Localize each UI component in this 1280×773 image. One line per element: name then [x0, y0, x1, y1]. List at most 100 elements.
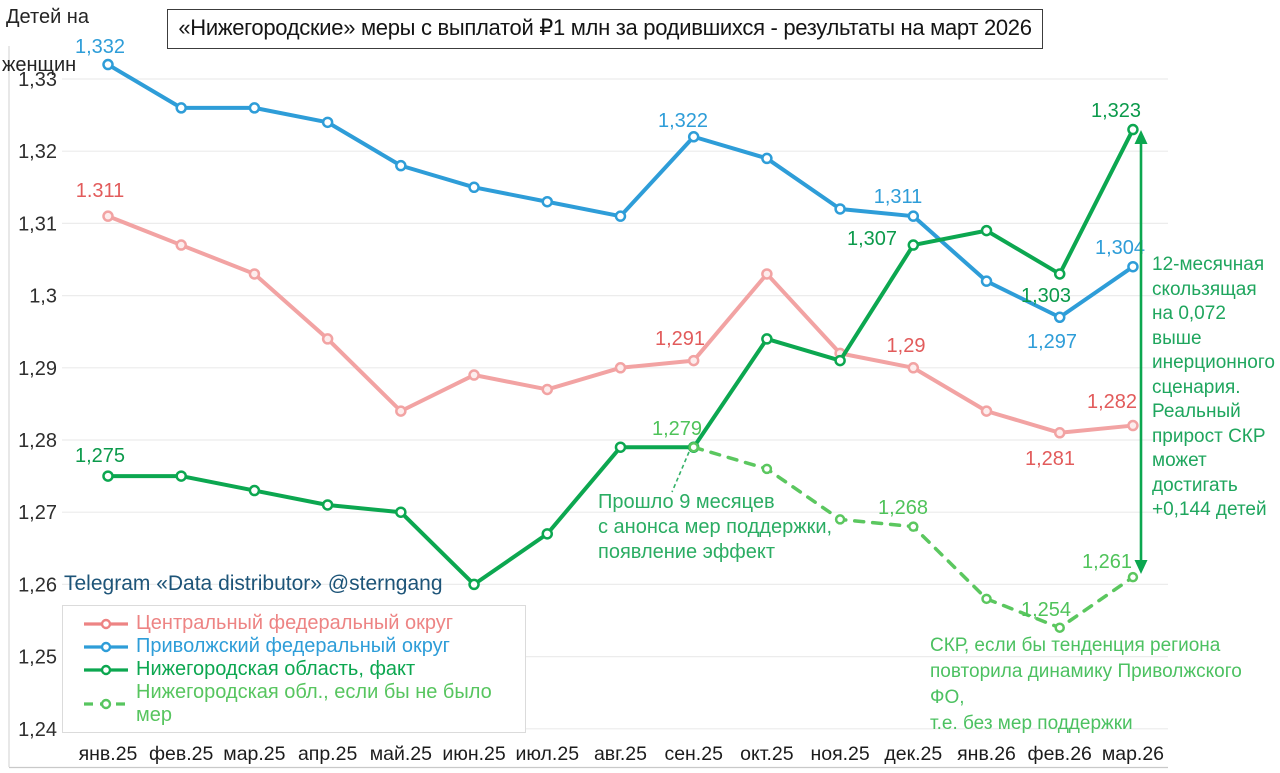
data-point-labels: 1,332 1,322 1,311 1,297 1,304 1.311 1,291 1,29 1… [75, 36, 1145, 621]
y-axis-title-line2: женщин [2, 54, 77, 76]
data-point-marker [687, 131, 700, 143]
x-tick-label: янв.26 [957, 743, 1016, 765]
data-point-marker [907, 239, 920, 251]
data-point-marker [175, 102, 187, 114]
legend-swatch-solid-line-icon [84, 664, 128, 675]
data-point-label: 1,322 [658, 110, 708, 132]
gap-arrow-icon [1134, 130, 1148, 574]
series-volga-federal-district [102, 58, 1139, 324]
data-point-marker [541, 528, 554, 540]
x-tick-label: мар.25 [223, 743, 285, 765]
y-tick-label: 1,32 [18, 141, 57, 163]
annotation-effect-note: Прошло 9 месяцев с анонса мер поддержки,… [598, 491, 833, 563]
data-point-marker [907, 210, 920, 222]
x-tick-label: июл.25 [515, 743, 579, 765]
data-point-marker [688, 441, 699, 453]
data-point-marker [1053, 311, 1066, 324]
y-tick-label: 1,28 [18, 430, 57, 452]
data-point-label: 1,254 [1021, 599, 1071, 621]
data-point-marker [248, 484, 261, 497]
chart-title: «Нижегородские» меры с выплатой ₽1 млн з… [167, 9, 1043, 49]
series-line-central-federal-district [106, 214, 1135, 435]
data-point-marker [1127, 419, 1139, 432]
y-tick-label: 1,33 [18, 69, 57, 91]
data-point-label: 1.311 [76, 180, 125, 202]
x-tick-label: окт.25 [740, 743, 794, 765]
data-point-marker [761, 333, 773, 345]
data-point-marker [1054, 622, 1065, 633]
data-point-marker [175, 239, 187, 251]
data-point-marker [981, 593, 992, 605]
data-point-marker [614, 362, 627, 374]
data-point-label: 1,29 [887, 335, 926, 357]
data-point-label: 1,297 [1027, 331, 1077, 353]
data-point-marker [980, 405, 993, 417]
data-point-label: 1,323 [1091, 100, 1141, 122]
data-point-marker [834, 203, 846, 215]
legend-item-volga-fd: Приволжский федеральный округ [83, 635, 525, 658]
data-point-marker [541, 195, 554, 208]
x-tick-label: янв.25 [79, 743, 138, 765]
annotation-counterfactual-note: СКР, если бы тенденция региона повторила… [930, 635, 1242, 734]
data-point-marker [908, 521, 919, 532]
data-point-marker [541, 383, 554, 396]
legend-swatch-dashed-line-icon [84, 698, 128, 710]
x-tick-label: апр.25 [298, 743, 358, 765]
x-tick-label: дек.25 [884, 743, 942, 765]
data-point-marker [102, 58, 114, 71]
y-tick-label: 1,3 [29, 286, 57, 308]
data-point-marker [980, 275, 993, 287]
legend: Центральный федеральный округ Приволжски… [62, 605, 526, 733]
data-point-marker [1127, 260, 1139, 273]
data-point-label: 1,303 [1021, 285, 1071, 307]
data-point-marker [395, 506, 407, 518]
data-point-marker [761, 152, 773, 165]
data-point-marker [248, 102, 261, 114]
data-point-marker [395, 405, 407, 417]
legend-label: Центральный федеральный округ [136, 612, 454, 634]
data-point-marker [687, 354, 700, 367]
data-point-marker [468, 369, 480, 381]
data-point-label: 1,261 [1082, 551, 1132, 573]
data-point-marker [468, 181, 480, 194]
legend-label: Нижегородская область, факт [136, 658, 416, 680]
y-tick-label: 1,29 [18, 358, 57, 380]
data-point-marker [102, 210, 114, 222]
y-tick-label: 1,27 [18, 502, 57, 524]
data-point-marker [761, 268, 773, 280]
data-point-label: 1,332 [75, 36, 125, 58]
credit-text: Telegram «Data distributor» @sterngang [64, 572, 443, 595]
data-point-marker [834, 354, 846, 367]
data-point-marker [468, 578, 480, 591]
y-tick-label: 1,26 [18, 574, 57, 596]
data-point-marker [761, 463, 773, 475]
data-point-marker [1127, 123, 1139, 136]
data-point-marker [102, 470, 114, 482]
series-central-federal-district [102, 210, 1139, 439]
data-point-marker [834, 514, 846, 525]
x-tick-label: сен.25 [664, 743, 723, 765]
x-tick-label: май.25 [370, 743, 432, 765]
x-tick-label: фев.26 [1028, 743, 1092, 765]
data-point-label: 1,275 [75, 445, 125, 467]
y-tick-label: 1,31 [18, 213, 57, 235]
y-axis-title-line1: Детей на [6, 6, 89, 28]
annotation-leader-line [671, 451, 690, 493]
y-axis-tick-labels: 1,33 1,32 1,31 1,3 1,29 1,28 1,27 1,26 1,25 1,24 [18, 69, 57, 741]
data-point-marker [980, 224, 993, 237]
data-point-label: 1,268 [878, 497, 928, 519]
legend-label: Приволжский федеральный округ [136, 635, 450, 657]
legend-swatch-solid-line-icon [84, 641, 128, 652]
x-axis-tick-labels: янв.25 фев.25 мар.25 апр.25 май.25 июн.25 июл.… [79, 743, 1164, 765]
data-point-marker [1053, 268, 1066, 280]
data-point-label: 1,282 [1087, 391, 1137, 413]
data-point-marker [907, 362, 920, 374]
legend-swatch-solid-line-icon [84, 618, 128, 629]
data-point-marker [395, 159, 407, 172]
legend-item-central-fd: Центральный федеральный округ [83, 612, 525, 635]
data-point-label: 1,279 [652, 418, 702, 440]
legend-label: Нижегородская обл., если бы не было мер [136, 681, 492, 726]
data-point-marker [614, 210, 627, 222]
